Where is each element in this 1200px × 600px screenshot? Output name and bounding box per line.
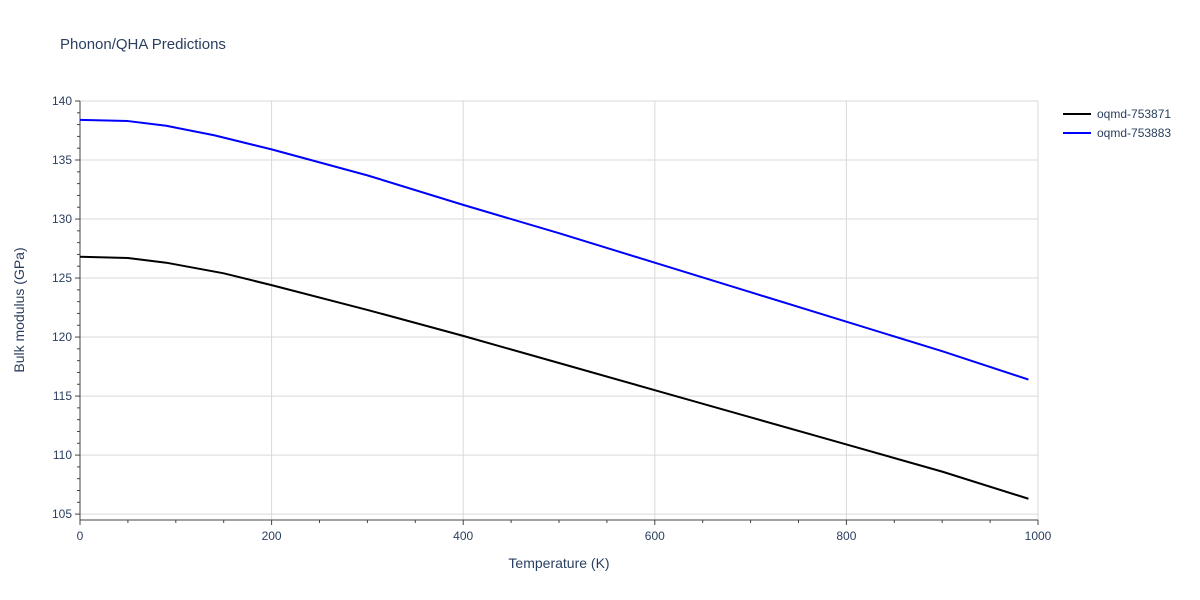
y-tick-label: 105 [52, 507, 72, 521]
legend: oqmd-753871 oqmd-753883 [1063, 107, 1171, 140]
y-tick-label: 115 [53, 389, 72, 403]
x-tick-label: 800 [836, 529, 856, 543]
series-line-oqmd-753883 [79, 118, 1029, 381]
y-tick-label: 125 [52, 271, 72, 285]
x-tick-label: 0 [77, 529, 84, 543]
y-tick-label: 135 [52, 153, 72, 167]
x-tick-label: 400 [453, 529, 473, 543]
y-axis-title: Bulk modulus (GPa) [11, 247, 27, 372]
legend-label: oqmd-753871 [1097, 107, 1171, 121]
y-tick-label: 120 [52, 330, 72, 344]
axes: 0 200 400 600 800 1000 105 110 115 120 125 130 135 14… [52, 94, 1052, 543]
x-axis-title: Temperature (K) [508, 555, 609, 571]
series-line-oqmd-753871 [79, 255, 1029, 500]
x-tick-label: 1000 [1025, 529, 1052, 543]
legend-label: oqmd-753883 [1097, 126, 1171, 140]
x-tick-label: 200 [262, 529, 282, 543]
y-tick-label: 110 [53, 448, 72, 462]
y-tick-label: 130 [52, 212, 72, 226]
x-tick-label: 600 [645, 529, 665, 543]
y-tick-label: 140 [52, 94, 72, 108]
chart-title: Phonon/QHA Predictions [60, 36, 226, 53]
grid-lines [80, 100, 1039, 520]
series-lines [79, 118, 1029, 500]
